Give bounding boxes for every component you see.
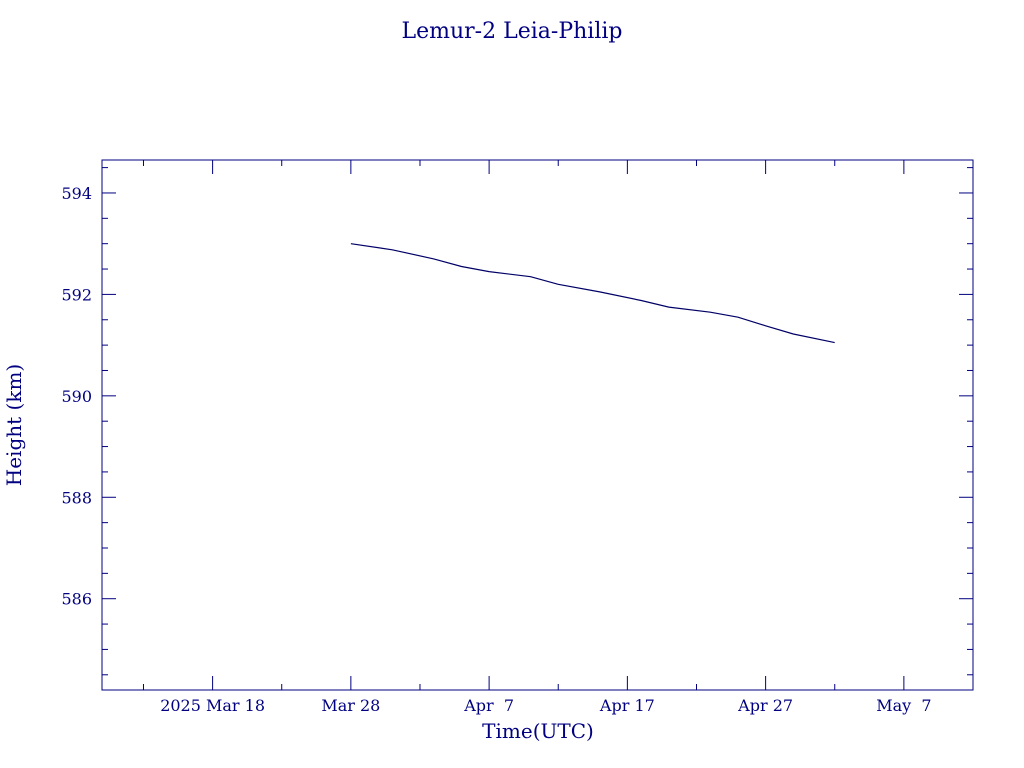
plot-frame: [101, 159, 974, 691]
x-tick-label: Mar 28: [321, 696, 380, 715]
x-tick-label: Apr 7: [463, 696, 514, 715]
x-tick-label: Apr 27: [737, 696, 793, 715]
x-tick-label: 2025 Mar 18: [160, 696, 265, 715]
x-tick-label: May 7: [876, 696, 931, 715]
x-tick-label: Apr 17: [599, 696, 655, 715]
y-tick-label: 588: [61, 488, 92, 507]
y-tick-label: 594: [61, 184, 92, 203]
y-tick-label: 592: [61, 285, 92, 304]
y-tick-label: 586: [61, 590, 92, 609]
x-axis-label: Time(UTC): [482, 719, 594, 743]
series-line: [350, 243, 835, 344]
y-tick-label: 590: [61, 387, 92, 406]
y-axis-label: Height (km): [2, 364, 26, 486]
series-layer: [350, 243, 835, 344]
y-axis: 594 592 590 588 586: [61, 167, 973, 676]
chart-title: Lemur-2 Leia-Philip: [402, 19, 623, 44]
x-axis: 2025 Mar 18 Mar 28 Apr 7 Apr 17 Apr 27 May 7: [142, 160, 974, 715]
